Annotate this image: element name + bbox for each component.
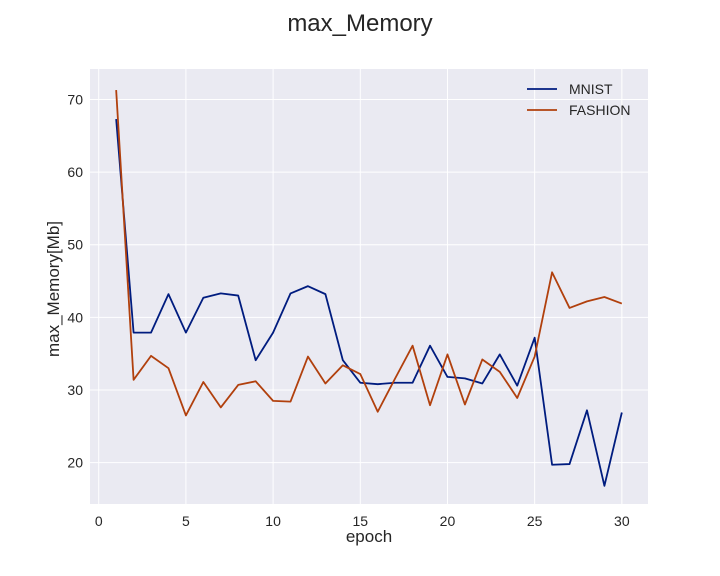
chart-title: max_Memory	[287, 10, 432, 37]
y-tick-label: 30	[67, 382, 83, 398]
legend-label-mnist: MNIST	[569, 81, 613, 97]
x-tick-label: 25	[527, 513, 543, 529]
x-tick-label: 0	[95, 513, 103, 529]
x-tick-label: 15	[352, 513, 368, 529]
y-tick-label: 60	[67, 164, 83, 180]
plot-area	[90, 69, 648, 504]
y-tick-label: 70	[67, 92, 83, 108]
x-tick-label: 30	[614, 513, 630, 529]
x-axis-label: epoch	[346, 527, 392, 546]
legend-label-fashion: FASHION	[569, 102, 630, 118]
y-axis-label: max_Memory[Mb]	[44, 221, 63, 357]
x-tick-label: 5	[182, 513, 190, 529]
series-lines	[115, 90, 623, 487]
x-tick-label: 10	[265, 513, 281, 529]
y-tick-label: 50	[67, 237, 83, 253]
series-line-mnist	[115, 119, 623, 487]
y-tick-label: 40	[67, 309, 83, 325]
legend: MNIST FASHION	[527, 81, 630, 118]
x-tick-label: 20	[440, 513, 456, 529]
series-line-fashion	[115, 90, 623, 417]
grid-lines	[90, 69, 648, 504]
y-tick-label: 20	[67, 455, 83, 471]
tick-labels: 0 5 10 15 20 25 30 20 30 40 50 60 70	[67, 92, 629, 529]
